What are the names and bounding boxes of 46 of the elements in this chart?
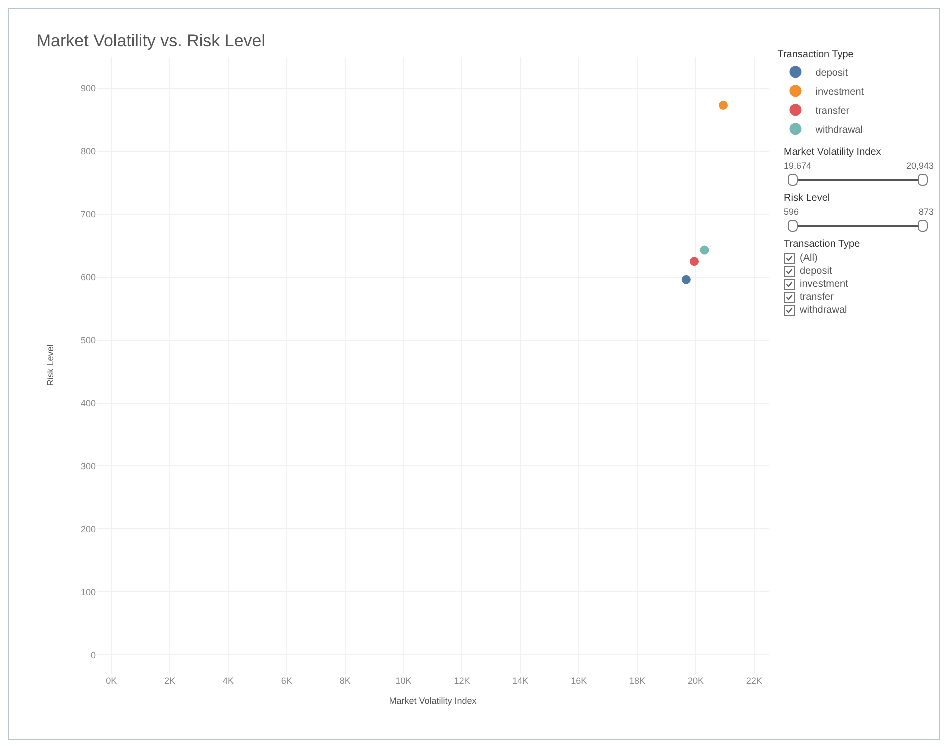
x-tick-label: 4K xyxy=(222,676,234,686)
x-tick-label: 20K xyxy=(688,676,704,686)
y-axis-title: Risk Level xyxy=(45,344,56,386)
text: 19,674 xyxy=(784,161,812,171)
text: 20,943 xyxy=(906,161,934,171)
y-tick-label: 400 xyxy=(80,398,96,408)
y-tick-label: 200 xyxy=(80,524,96,534)
text: Market Volatility Index xyxy=(784,147,882,158)
y-tick-label: 800 xyxy=(80,146,96,157)
x-tick-label: 10K xyxy=(396,676,412,686)
text: 873 xyxy=(918,207,934,217)
text: transfer xyxy=(800,292,834,303)
y-tick-label: 500 xyxy=(80,335,96,346)
text: (All) xyxy=(800,253,818,264)
legend-label: transfer xyxy=(816,106,850,118)
legend-label: withdrawal xyxy=(814,125,863,136)
text: 596 xyxy=(784,207,800,217)
text: deposit xyxy=(800,266,832,277)
x-tick-label: 0K xyxy=(106,676,118,686)
y-tick-label: 700 xyxy=(80,210,96,220)
text: withdrawal xyxy=(800,305,848,316)
x-tick-label: 18K xyxy=(630,676,646,686)
point xyxy=(690,257,699,266)
x-tick-label: 22K xyxy=(746,676,762,686)
x-tick-label: 14K xyxy=(512,676,529,686)
x-axis-title: Market Volatility Index xyxy=(389,696,478,706)
chart-title: Market Volatility vs. Risk Level xyxy=(36,31,266,50)
y-tick-label: 900 xyxy=(80,84,96,94)
point xyxy=(682,275,691,284)
legend-label: deposit xyxy=(816,68,848,80)
x-tick-label: 8K xyxy=(340,676,351,686)
legend-label: investment xyxy=(816,87,864,98)
y-tick-label: 600 xyxy=(80,272,96,283)
x-tick-label: 16K xyxy=(571,676,588,686)
y-tick-label: 0 xyxy=(90,650,96,660)
x-tick-label: 6K xyxy=(281,676,292,686)
text: Transaction Type xyxy=(784,239,862,250)
text: Risk Level xyxy=(784,193,832,204)
x-tick-label: 12K xyxy=(454,676,470,686)
legend-title: Transaction Type xyxy=(778,50,854,61)
y-tick-label: 300 xyxy=(80,461,96,472)
point xyxy=(700,246,710,255)
x-tick-label: 2K xyxy=(164,676,176,686)
text: investment xyxy=(800,279,848,290)
point xyxy=(719,100,728,110)
y-tick-label: 100 xyxy=(80,587,96,598)
